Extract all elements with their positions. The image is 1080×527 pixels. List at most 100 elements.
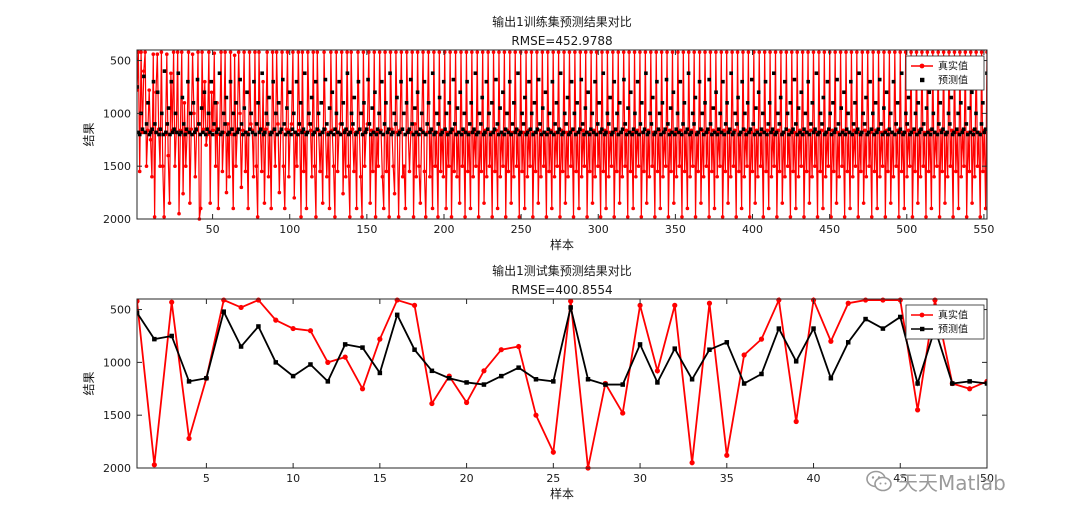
data-point [345,50,349,54]
data-point [295,164,299,168]
wechat-icon [866,470,892,492]
data-point [704,164,709,168]
data-point [789,50,794,54]
data-point [866,130,871,135]
data-point [152,215,157,219]
x-axis-label: 样本 [550,486,574,501]
data-point [916,101,921,105]
data-point [253,132,258,137]
data-point [775,215,779,219]
data-point [696,130,700,135]
data-point [196,50,200,54]
data-point [200,50,204,54]
data-point [382,122,387,126]
data-point [316,111,321,116]
series-line [137,296,987,469]
data-point [808,128,813,133]
data-point [499,373,504,379]
data-point [484,174,489,179]
data-point [377,336,383,342]
data-point [274,50,279,54]
data-point [256,101,260,105]
data-point [408,77,413,82]
data-point [974,111,978,116]
data-point [913,169,917,174]
data-point [236,127,241,132]
data-point [860,50,865,54]
data-point [656,127,661,132]
data-point [339,50,344,54]
data-point [212,51,217,55]
data-point [388,71,392,76]
data-point [352,95,357,100]
data-point [475,50,480,54]
data-point [208,201,213,205]
data-point [612,215,616,219]
data-point [853,101,857,105]
data-point [967,106,971,110]
data-point [479,169,484,174]
data-point [694,132,699,137]
data-point [579,77,584,82]
data-point [820,122,824,126]
data-point [741,381,747,386]
data-point [904,111,908,116]
data-point [391,164,396,168]
data-point [905,122,910,126]
data-point [689,130,694,135]
data-point [463,399,470,406]
data-point [394,50,398,54]
data-point [951,215,955,219]
data-point [306,50,310,54]
data-point [627,50,631,54]
data-point [624,132,629,137]
data-point [649,122,654,126]
data-point [596,164,600,168]
data-point [936,50,940,54]
data-point [979,122,984,126]
data-point [957,132,962,137]
data-point [620,174,625,179]
data-point [685,206,690,211]
data-point [374,132,379,137]
data-point [148,130,153,135]
data-point [737,132,742,137]
x-tick-label: 100 [279,223,300,236]
data-point [584,130,589,135]
data-point [869,215,874,219]
data-point [682,101,687,105]
data-point [450,127,454,132]
data-point [861,111,866,116]
data-point [829,215,833,219]
plot-area [137,50,987,221]
data-point [418,201,423,205]
data-point [811,326,816,331]
data-point [265,50,269,54]
data-point [261,79,265,84]
data-point [424,132,428,137]
data-point [346,164,351,168]
legend-marker [920,77,925,83]
data-point [697,79,702,84]
data-point [290,373,296,379]
data-point [336,130,340,135]
data-point [227,130,231,135]
data-point [792,77,797,82]
data-point [524,132,529,137]
data-point [287,174,291,179]
data-point [921,164,926,168]
data-point [876,50,881,54]
data-point [751,122,755,126]
data-point [329,50,333,54]
data-point [844,127,849,132]
data-point [572,111,577,116]
data-point [251,174,256,179]
data-point [623,164,627,168]
data-point [842,90,846,95]
data-point [569,79,574,84]
data-point [663,164,668,168]
data-point [442,50,447,54]
data-point [831,101,835,105]
data-point [731,164,736,168]
data-point [421,130,425,135]
